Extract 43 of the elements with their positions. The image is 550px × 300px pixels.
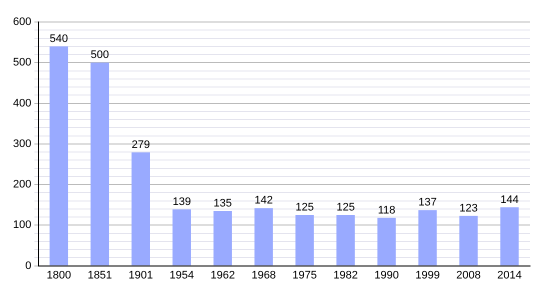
x-tick-label: 1968 <box>251 269 276 282</box>
y-tick-label: 500 <box>12 56 32 69</box>
x-tick-label: 2008 <box>456 269 481 282</box>
x-tick-label: 1851 <box>88 269 112 282</box>
bar <box>50 46 68 266</box>
data-label: 125 <box>336 202 355 214</box>
y-tick-label: 200 <box>12 178 32 191</box>
bar <box>418 210 437 266</box>
y-tick-label: 600 <box>12 16 32 28</box>
bar <box>295 215 314 266</box>
bar <box>254 208 273 266</box>
x-tick-label: 1800 <box>46 269 72 282</box>
bar <box>172 209 191 266</box>
y-tick-label: 100 <box>12 219 32 232</box>
x-tick-label: 2014 <box>497 269 522 282</box>
data-label: 139 <box>172 196 191 208</box>
data-label: 500 <box>90 49 109 62</box>
bar <box>459 216 478 266</box>
x-tick-label: 1982 <box>333 269 358 282</box>
bar <box>90 62 110 266</box>
x-tick-label: 1954 <box>170 269 194 282</box>
x-tick-label: 1901 <box>128 269 154 282</box>
y-tick-label: 300 <box>12 138 32 150</box>
bar <box>132 152 150 266</box>
bar <box>214 210 232 266</box>
data-label: 137 <box>418 196 437 209</box>
data-label: 142 <box>254 194 273 207</box>
data-label: 144 <box>500 194 519 206</box>
data-label: 135 <box>214 197 232 210</box>
y-tick-label: 0 <box>25 260 32 272</box>
data-label: 125 <box>295 202 314 214</box>
y-tick-label: 400 <box>12 97 32 110</box>
data-label: 118 <box>378 204 396 216</box>
x-tick-label: 1999 <box>415 269 440 282</box>
x-tick-label: 1990 <box>374 269 399 282</box>
bar <box>336 215 355 266</box>
x-tick-label: 1975 <box>292 269 317 282</box>
bar <box>377 218 396 266</box>
data-label: 279 <box>132 138 150 151</box>
bar <box>500 207 519 266</box>
data-label: 540 <box>50 32 68 45</box>
data-label: 123 <box>459 202 478 214</box>
x-tick-label: 1962 <box>210 269 235 282</box>
